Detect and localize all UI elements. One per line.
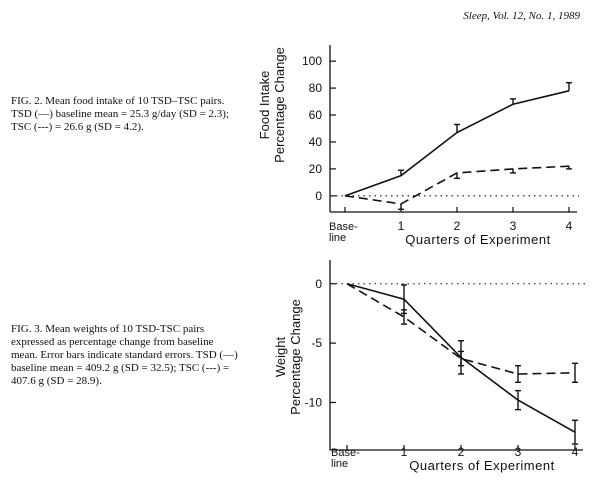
weight-y-tick-label: -10 (305, 396, 323, 410)
figure-3-label: FIG. 3. (11, 323, 43, 335)
food-x-tick-label: 3 (510, 219, 517, 233)
weight-x-tick-label: 1 (401, 445, 408, 459)
figure-2-caption: FIG. 2. Mean food intake of 10 TSD–TSC p… (11, 95, 241, 134)
weight-x-tick-label: 4 (572, 445, 579, 459)
food-y-tick-label: 60 (309, 108, 323, 122)
food-y-tick-label: 20 (309, 162, 323, 176)
weight-x-tick-label-baseline: line (331, 458, 348, 470)
figure-3-caption-text: Mean weights of 10 TSD-TSC pairs express… (11, 323, 238, 387)
food-y-tick-label: 40 (309, 135, 323, 149)
food-y-tick-label: 100 (302, 54, 322, 68)
food-x-tick-label: 4 (566, 219, 573, 233)
food-series-solid-line (344, 90, 570, 197)
weight-x-tick-label: 3 (515, 445, 522, 459)
journal-citation: Sleep, Vol. 12, No. 1, 1989 (463, 10, 580, 22)
weight-x-tick-label-baseline: Base- (331, 447, 360, 459)
food-x-tick-label: 2 (454, 219, 461, 233)
figure-2-label: FIG. 2. (11, 95, 43, 107)
figure-3-caption: FIG. 3. Mean weights of 10 TSD-TSC pairs… (11, 323, 239, 388)
food-y-axis-label: Food Intake (257, 71, 272, 140)
food-x-tick-label: 1 (398, 219, 405, 233)
food-x-tick-label-baseline: line (329, 232, 346, 244)
food-y-tick-label: 80 (309, 81, 323, 95)
food-y-tick-label: 0 (315, 189, 322, 203)
weight-y-tick-label: -5 (311, 336, 322, 350)
weight-series-dashed-line (346, 283, 576, 375)
food-x-axis-label: Quarters of Experiment (405, 232, 550, 247)
weight-y-axis-label: Weight (273, 337, 288, 378)
weight-x-axis-label: Quarters of Experiment (409, 458, 554, 473)
food-y-axis-label: Percentage Change (272, 47, 287, 163)
food-x-tick-label-baseline: Base- (329, 221, 358, 233)
weight-x-tick-label: 2 (458, 445, 465, 459)
weight-y-axis-label: Percentage Change (288, 299, 303, 415)
food-series-dashed-line (344, 165, 570, 205)
weight-y-tick-label: 0 (315, 277, 322, 291)
figure-2-caption-text: Mean food intake of 10 TSD–TSC pairs. TS… (11, 95, 230, 133)
